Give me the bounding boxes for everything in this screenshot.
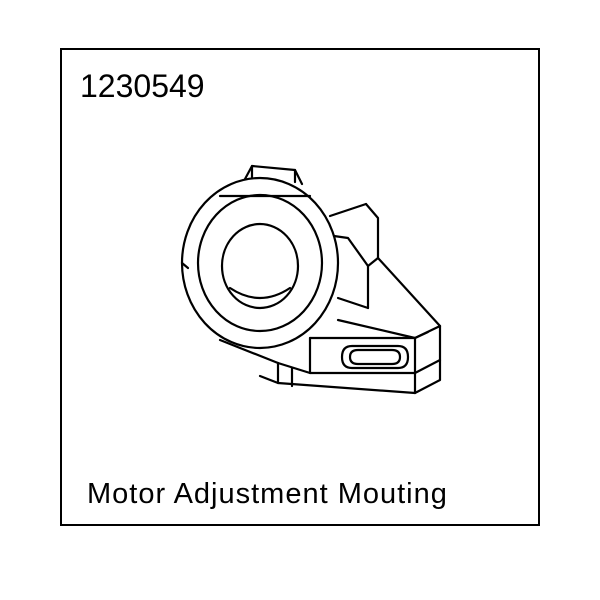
part-number: 1230549: [80, 68, 205, 105]
part-drawing: [160, 148, 450, 438]
diagram-caption: Motor Adjustment Mouting: [87, 478, 448, 511]
